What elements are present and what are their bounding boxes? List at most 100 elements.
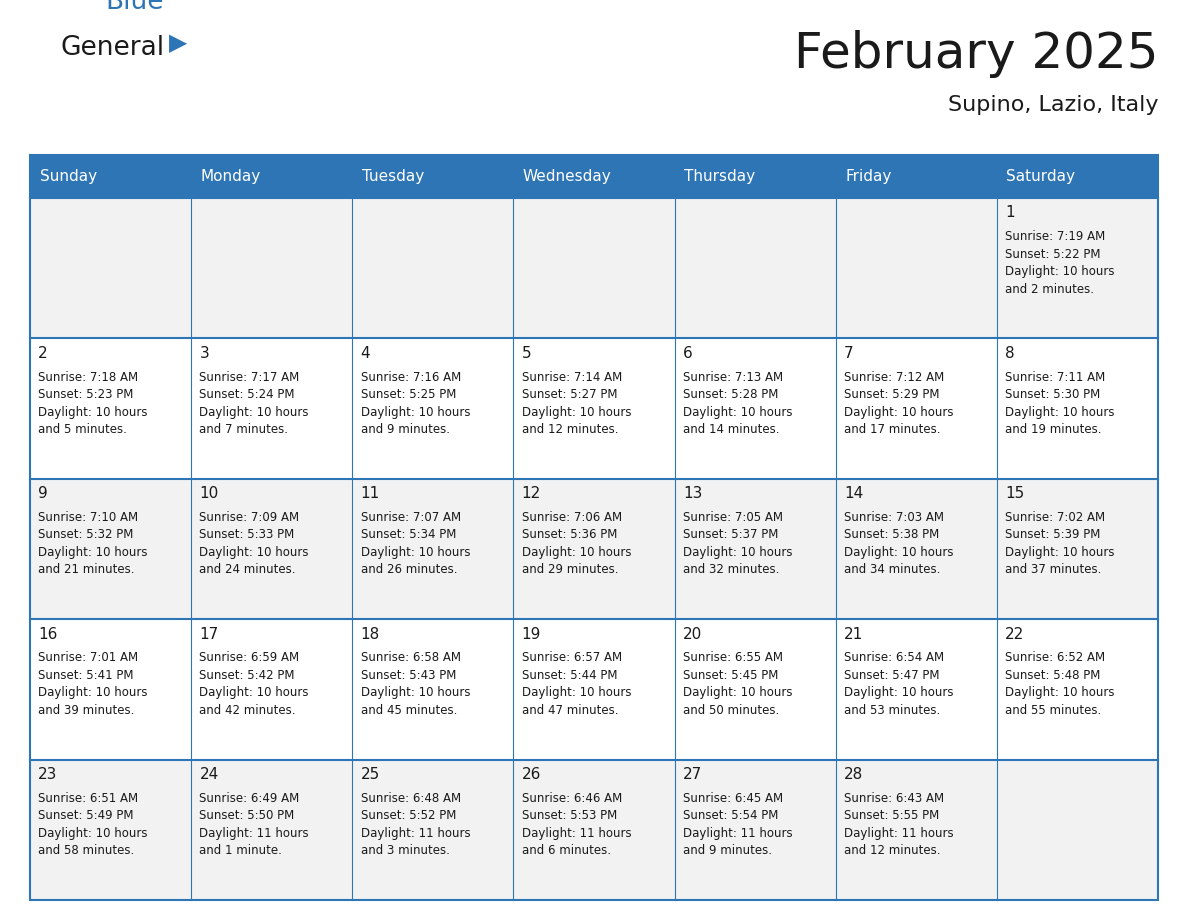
Text: 25: 25 — [361, 767, 380, 782]
Text: 18: 18 — [361, 627, 380, 642]
Text: 13: 13 — [683, 487, 702, 501]
Text: 8: 8 — [1005, 346, 1015, 361]
Text: 17: 17 — [200, 627, 219, 642]
Bar — [191, 198, 353, 339]
Bar — [513, 479, 675, 620]
Bar — [30, 339, 191, 479]
Text: Tuesday: Tuesday — [362, 169, 424, 184]
Text: General: General — [61, 35, 164, 61]
Bar — [353, 198, 513, 339]
Bar — [513, 198, 675, 339]
Text: 9: 9 — [38, 487, 48, 501]
Text: Sunrise: 6:59 AM
Sunset: 5:42 PM
Daylight: 10 hours
and 42 minutes.: Sunrise: 6:59 AM Sunset: 5:42 PM Dayligh… — [200, 652, 309, 717]
Text: Sunrise: 6:45 AM
Sunset: 5:54 PM
Daylight: 11 hours
and 9 minutes.: Sunrise: 6:45 AM Sunset: 5:54 PM Dayligh… — [683, 791, 792, 857]
Text: Sunrise: 7:06 AM
Sunset: 5:36 PM
Daylight: 10 hours
and 29 minutes.: Sunrise: 7:06 AM Sunset: 5:36 PM Dayligh… — [522, 511, 631, 577]
Text: Friday: Friday — [845, 169, 891, 184]
Text: Sunrise: 7:14 AM
Sunset: 5:27 PM
Daylight: 10 hours
and 12 minutes.: Sunrise: 7:14 AM Sunset: 5:27 PM Dayligh… — [522, 371, 631, 436]
Text: 4: 4 — [361, 346, 371, 361]
Bar — [513, 339, 675, 479]
Text: 21: 21 — [843, 627, 864, 642]
Text: Sunrise: 7:16 AM
Sunset: 5:25 PM
Daylight: 10 hours
and 9 minutes.: Sunrise: 7:16 AM Sunset: 5:25 PM Dayligh… — [361, 371, 470, 436]
Text: Sunrise: 6:54 AM
Sunset: 5:47 PM
Daylight: 10 hours
and 53 minutes.: Sunrise: 6:54 AM Sunset: 5:47 PM Dayligh… — [843, 652, 954, 717]
Bar — [30, 479, 191, 620]
Text: Sunrise: 7:09 AM
Sunset: 5:33 PM
Daylight: 10 hours
and 24 minutes.: Sunrise: 7:09 AM Sunset: 5:33 PM Dayligh… — [200, 511, 309, 577]
Text: Sunrise: 7:19 AM
Sunset: 5:22 PM
Daylight: 10 hours
and 2 minutes.: Sunrise: 7:19 AM Sunset: 5:22 PM Dayligh… — [1005, 230, 1114, 296]
Text: 24: 24 — [200, 767, 219, 782]
Text: Sunrise: 6:51 AM
Sunset: 5:49 PM
Daylight: 10 hours
and 58 minutes.: Sunrise: 6:51 AM Sunset: 5:49 PM Dayligh… — [38, 791, 147, 857]
Text: 1: 1 — [1005, 206, 1015, 220]
Text: Sunrise: 6:58 AM
Sunset: 5:43 PM
Daylight: 10 hours
and 45 minutes.: Sunrise: 6:58 AM Sunset: 5:43 PM Dayligh… — [361, 652, 470, 717]
Bar — [835, 620, 997, 759]
Text: 26: 26 — [522, 767, 541, 782]
Text: Saturday: Saturday — [1006, 169, 1075, 184]
Bar — [997, 339, 1158, 479]
Bar — [30, 155, 1158, 198]
Text: 2: 2 — [38, 346, 48, 361]
Bar — [191, 620, 353, 759]
Bar — [835, 198, 997, 339]
Bar — [353, 339, 513, 479]
Text: 16: 16 — [38, 627, 58, 642]
Text: 5: 5 — [522, 346, 531, 361]
Text: Sunrise: 7:11 AM
Sunset: 5:30 PM
Daylight: 10 hours
and 19 minutes.: Sunrise: 7:11 AM Sunset: 5:30 PM Dayligh… — [1005, 371, 1114, 436]
Text: 6: 6 — [683, 346, 693, 361]
Text: 14: 14 — [843, 487, 864, 501]
Text: 20: 20 — [683, 627, 702, 642]
Bar — [675, 620, 835, 759]
Text: 7: 7 — [843, 346, 854, 361]
Text: 12: 12 — [522, 487, 541, 501]
Bar — [30, 620, 191, 759]
Text: 23: 23 — [38, 767, 58, 782]
Bar — [997, 620, 1158, 759]
Bar — [997, 479, 1158, 620]
Text: Sunrise: 7:13 AM
Sunset: 5:28 PM
Daylight: 10 hours
and 14 minutes.: Sunrise: 7:13 AM Sunset: 5:28 PM Dayligh… — [683, 371, 792, 436]
Text: 11: 11 — [361, 487, 380, 501]
Text: Wednesday: Wednesday — [523, 169, 612, 184]
Text: Supino, Lazio, Italy: Supino, Lazio, Italy — [948, 95, 1158, 115]
Bar — [835, 759, 997, 900]
Text: Sunrise: 7:10 AM
Sunset: 5:32 PM
Daylight: 10 hours
and 21 minutes.: Sunrise: 7:10 AM Sunset: 5:32 PM Dayligh… — [38, 511, 147, 577]
Bar — [513, 759, 675, 900]
Text: Sunrise: 7:18 AM
Sunset: 5:23 PM
Daylight: 10 hours
and 5 minutes.: Sunrise: 7:18 AM Sunset: 5:23 PM Dayligh… — [38, 371, 147, 436]
Bar — [30, 155, 1158, 900]
Bar — [353, 479, 513, 620]
Bar — [675, 198, 835, 339]
Bar — [835, 339, 997, 479]
Text: Sunrise: 6:52 AM
Sunset: 5:48 PM
Daylight: 10 hours
and 55 minutes.: Sunrise: 6:52 AM Sunset: 5:48 PM Dayligh… — [1005, 652, 1114, 717]
Bar — [675, 479, 835, 620]
Text: February 2025: February 2025 — [794, 30, 1158, 78]
Bar — [675, 759, 835, 900]
Text: Sunrise: 6:55 AM
Sunset: 5:45 PM
Daylight: 10 hours
and 50 minutes.: Sunrise: 6:55 AM Sunset: 5:45 PM Dayligh… — [683, 652, 792, 717]
Text: ▶: ▶ — [170, 31, 188, 55]
Text: Sunrise: 7:05 AM
Sunset: 5:37 PM
Daylight: 10 hours
and 32 minutes.: Sunrise: 7:05 AM Sunset: 5:37 PM Dayligh… — [683, 511, 792, 577]
Text: 28: 28 — [843, 767, 864, 782]
Text: Sunrise: 7:12 AM
Sunset: 5:29 PM
Daylight: 10 hours
and 17 minutes.: Sunrise: 7:12 AM Sunset: 5:29 PM Dayligh… — [843, 371, 954, 436]
Bar — [997, 759, 1158, 900]
Bar — [191, 759, 353, 900]
Bar — [513, 620, 675, 759]
Text: 10: 10 — [200, 487, 219, 501]
Text: 22: 22 — [1005, 627, 1024, 642]
Text: Sunrise: 7:17 AM
Sunset: 5:24 PM
Daylight: 10 hours
and 7 minutes.: Sunrise: 7:17 AM Sunset: 5:24 PM Dayligh… — [200, 371, 309, 436]
Bar — [997, 198, 1158, 339]
Bar — [191, 479, 353, 620]
Text: 15: 15 — [1005, 487, 1024, 501]
Text: 3: 3 — [200, 346, 209, 361]
Bar — [30, 198, 191, 339]
Text: Sunrise: 7:02 AM
Sunset: 5:39 PM
Daylight: 10 hours
and 37 minutes.: Sunrise: 7:02 AM Sunset: 5:39 PM Dayligh… — [1005, 511, 1114, 577]
Bar — [191, 339, 353, 479]
Bar — [675, 339, 835, 479]
Bar — [353, 759, 513, 900]
Text: Sunrise: 6:43 AM
Sunset: 5:55 PM
Daylight: 11 hours
and 12 minutes.: Sunrise: 6:43 AM Sunset: 5:55 PM Dayligh… — [843, 791, 954, 857]
Bar — [353, 620, 513, 759]
Text: Blue: Blue — [106, 0, 164, 15]
Bar — [30, 759, 191, 900]
Text: Monday: Monday — [201, 169, 261, 184]
Bar — [835, 479, 997, 620]
Text: Sunrise: 6:49 AM
Sunset: 5:50 PM
Daylight: 11 hours
and 1 minute.: Sunrise: 6:49 AM Sunset: 5:50 PM Dayligh… — [200, 791, 309, 857]
Text: Sunrise: 7:01 AM
Sunset: 5:41 PM
Daylight: 10 hours
and 39 minutes.: Sunrise: 7:01 AM Sunset: 5:41 PM Dayligh… — [38, 652, 147, 717]
Text: Sunrise: 6:48 AM
Sunset: 5:52 PM
Daylight: 11 hours
and 3 minutes.: Sunrise: 6:48 AM Sunset: 5:52 PM Dayligh… — [361, 791, 470, 857]
Text: Thursday: Thursday — [684, 169, 756, 184]
Text: Sunrise: 7:03 AM
Sunset: 5:38 PM
Daylight: 10 hours
and 34 minutes.: Sunrise: 7:03 AM Sunset: 5:38 PM Dayligh… — [843, 511, 954, 577]
Text: 19: 19 — [522, 627, 541, 642]
